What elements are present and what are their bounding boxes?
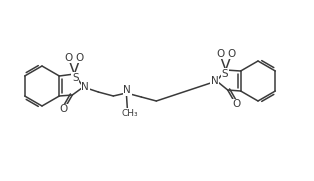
Text: N: N (211, 76, 219, 86)
Text: O: O (233, 99, 241, 109)
Text: O: O (216, 49, 225, 59)
Text: S: S (72, 73, 78, 83)
Text: O: O (59, 104, 68, 114)
Text: O: O (76, 53, 84, 63)
Text: O: O (227, 49, 235, 59)
Text: CH₃: CH₃ (121, 108, 138, 117)
Text: N: N (81, 82, 89, 92)
Text: S: S (221, 69, 228, 79)
Text: O: O (65, 53, 73, 63)
Text: N: N (123, 85, 131, 95)
